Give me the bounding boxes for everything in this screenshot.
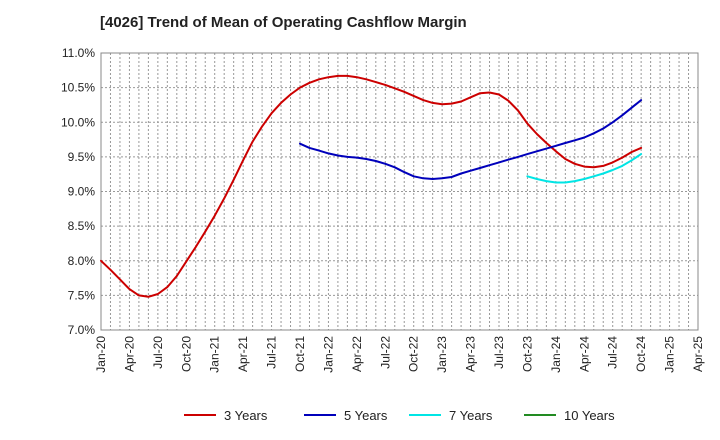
x-axis: Jan-20 Apr-20 Jul-20 Oct-20 Jan-21 Apr-21 Jul-…: [94, 336, 705, 373]
grid-layer: [101, 53, 698, 330]
series-line-5-years: [299, 99, 643, 180]
x-tick-label: Jan-24: [549, 336, 563, 373]
x-tick-label: Apr-23: [464, 336, 478, 372]
x-tick-label: Apr-20: [122, 336, 136, 372]
legend-label-7-years: 7 Years: [449, 408, 493, 423]
x-tick-label: Jul-22: [378, 336, 392, 369]
series-layer: [100, 74, 643, 298]
x-tick-label: Jul-24: [606, 336, 620, 369]
series-line-3-years: [100, 74, 643, 298]
y-tick-label: 9.0%: [68, 185, 96, 199]
chart-title: [4026] Trend of Mean of Operating Cashfl…: [100, 14, 467, 31]
plot-frame: [100, 52, 699, 331]
x-tick-label: Oct-23: [520, 336, 534, 372]
y-tick-label: 10.0%: [61, 115, 95, 129]
x-tick-label: Oct-21: [293, 336, 307, 372]
x-tick-label: Jul-21: [265, 336, 279, 369]
x-tick-label: Apr-22: [350, 336, 364, 372]
x-tick-label: Oct-24: [634, 336, 648, 372]
x-tick-label: Jan-25: [663, 336, 677, 373]
x-tick-label: Jan-21: [208, 336, 222, 373]
y-tick-label: 8.0%: [68, 254, 96, 268]
x-tick-label: Jan-20: [94, 336, 108, 373]
y-tick-label: 7.0%: [68, 323, 96, 337]
legend: 3 Years 5 Years 7 Years 10 Years: [184, 408, 615, 423]
x-tick-label: Oct-20: [179, 336, 193, 372]
y-tick-label: 10.5%: [61, 81, 95, 95]
legend-label-5-years: 5 Years: [344, 408, 388, 423]
y-tick-label: 9.5%: [68, 150, 96, 164]
series-line-7-years: [526, 153, 643, 184]
legend-label-10-years: 10 Years: [564, 408, 615, 423]
x-tick-label: Jan-23: [435, 336, 449, 373]
x-tick-label: Apr-21: [236, 336, 250, 372]
y-tick-label: 11.0%: [62, 46, 95, 60]
y-axis: 7.0% 7.5% 8.0% 8.5% 9.0% 9.5% 10.0% 10.5% 11.0%: [61, 46, 95, 337]
x-tick-label: Apr-24: [577, 336, 591, 372]
x-tick-label: Jul-20: [151, 336, 165, 369]
x-tick-label: Jul-23: [492, 336, 506, 369]
x-tick-label: Jan-22: [321, 336, 335, 373]
legend-label-3-years: 3 Years: [224, 408, 268, 423]
x-tick-label: Oct-22: [407, 336, 421, 372]
x-tick-label: Apr-25: [691, 336, 705, 372]
y-tick-label: 8.5%: [68, 219, 96, 233]
y-tick-label: 7.5%: [68, 288, 96, 302]
